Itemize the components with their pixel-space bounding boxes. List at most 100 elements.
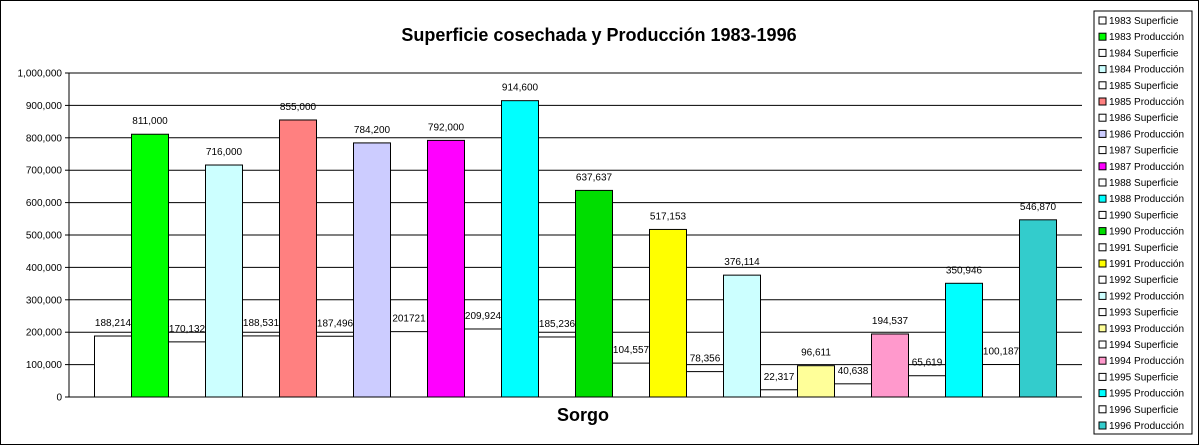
- legend-label: 1992 Producción: [1109, 291, 1184, 302]
- legend-label: 1995 Producción: [1109, 389, 1184, 400]
- bar: [131, 133, 169, 398]
- legend-label: 1995 Superficie: [1109, 372, 1179, 383]
- legend-swatch: [1098, 16, 1107, 25]
- chart-title: Superficie cosechada y Producción 1983-1…: [401, 25, 796, 45]
- data-label: 792,000: [428, 122, 465, 133]
- data-label: 914,600: [502, 83, 539, 94]
- legend-swatch: [1098, 324, 1107, 333]
- legend-label: 1984 Producción: [1109, 65, 1184, 76]
- data-label: 517,153: [650, 211, 687, 222]
- legend-label: 1991 Producción: [1109, 259, 1184, 270]
- legend-swatch: [1098, 65, 1107, 74]
- bar: [390, 331, 428, 398]
- bar: [871, 333, 909, 398]
- legend: 1983 Superficie 1983 Producción 1984 Super…: [1093, 10, 1193, 435]
- data-label: 96,611: [801, 348, 831, 359]
- y-tick-label: 100,000: [26, 360, 63, 371]
- bar: [538, 336, 576, 398]
- legend-label: 1991 Superficie: [1109, 243, 1179, 254]
- x-axis-title: Sorgo: [557, 405, 609, 425]
- data-label: 104,557: [613, 345, 650, 356]
- bar: [723, 274, 761, 398]
- legend-swatch: [1098, 259, 1107, 268]
- bar: [1019, 219, 1057, 398]
- bar: [686, 371, 724, 398]
- legend-swatch: [1098, 162, 1107, 171]
- bar: [427, 139, 465, 398]
- data-label: 546,870: [1020, 202, 1057, 213]
- legend-label: 1990 Producción: [1109, 227, 1184, 238]
- bar: [501, 100, 539, 398]
- data-label: 637,637: [576, 172, 613, 183]
- y-tick-label: 900,000: [26, 101, 63, 112]
- bar: [279, 119, 317, 398]
- data-label: 22,317: [764, 372, 795, 383]
- data-label: 65,619: [912, 358, 943, 369]
- legend-label: 1994 Producción: [1109, 356, 1184, 367]
- bar: [982, 364, 1020, 398]
- y-tick-label: 400,000: [26, 263, 63, 274]
- legend-swatch: [1098, 243, 1107, 252]
- legend-swatch: [1098, 32, 1107, 41]
- legend-swatch: [1098, 372, 1107, 381]
- y-tick-label: 0: [56, 393, 62, 404]
- y-tick-label: 800,000: [26, 133, 63, 144]
- legend-swatch: [1098, 146, 1107, 155]
- data-label: 78,356: [690, 354, 721, 365]
- legend-swatch: [1098, 194, 1107, 203]
- bar: [205, 164, 243, 398]
- data-label: 40,638: [838, 366, 869, 377]
- data-label: 187,496: [317, 318, 354, 329]
- data-label: 855,000: [280, 102, 317, 113]
- legend-swatch: [1098, 81, 1107, 90]
- bar: [945, 282, 983, 398]
- data-label: 170,132: [169, 324, 206, 335]
- y-tick-label: 1,000,000: [18, 69, 63, 80]
- bars-layer: [94, 100, 1057, 398]
- legend-swatch: [1098, 405, 1107, 414]
- data-label: 185,236: [539, 319, 576, 330]
- bar: [316, 335, 354, 398]
- legend-label: 1987 Superficie: [1109, 146, 1179, 157]
- bar: [797, 365, 835, 398]
- legend-swatch: [1098, 421, 1107, 430]
- data-label: 376,114: [724, 257, 760, 268]
- bar: [94, 335, 132, 398]
- legend-swatch: [1098, 389, 1107, 398]
- legend-label: 1985 Superficie: [1109, 81, 1179, 92]
- legend-label: 1988 Producción: [1109, 194, 1184, 205]
- legend-label: 1983 Superficie: [1109, 16, 1179, 27]
- data-label: 201721: [392, 314, 426, 325]
- legend-swatch: [1098, 48, 1107, 57]
- legend-swatch: [1098, 291, 1107, 300]
- legend-swatch: [1098, 113, 1107, 122]
- legend-box: [1093, 10, 1193, 435]
- legend-label: 1987 Producción: [1109, 162, 1184, 173]
- data-label: 350,946: [946, 265, 983, 276]
- y-tick-label: 200,000: [26, 328, 63, 339]
- legend-label: 1993 Superficie: [1109, 308, 1179, 319]
- legend-label: 1996 Superficie: [1109, 405, 1179, 416]
- y-tick-label: 700,000: [26, 166, 63, 177]
- bar: [353, 142, 391, 398]
- legend-label: 1985 Producción: [1109, 97, 1184, 108]
- bar: [168, 341, 206, 398]
- y-tick-label: 300,000: [26, 295, 63, 306]
- legend-swatch: [1098, 129, 1107, 138]
- data-label: 716,000: [206, 147, 243, 158]
- bar: [834, 383, 872, 398]
- legend-swatch: [1098, 340, 1107, 349]
- data-label: 100,187: [983, 347, 1020, 358]
- data-label: 188,531: [243, 318, 280, 329]
- y-tick-label: 600,000: [26, 198, 63, 209]
- legend-label: 1990 Superficie: [1109, 210, 1179, 221]
- data-label: 194,537: [872, 316, 909, 327]
- bar: [242, 335, 280, 398]
- data-label: 784,200: [354, 125, 391, 136]
- bar: [908, 375, 946, 398]
- legend-swatch: [1098, 356, 1107, 365]
- legend-label: 1984 Superficie: [1109, 48, 1179, 59]
- bar: [612, 362, 650, 398]
- legend-label: 1993 Producción: [1109, 324, 1184, 335]
